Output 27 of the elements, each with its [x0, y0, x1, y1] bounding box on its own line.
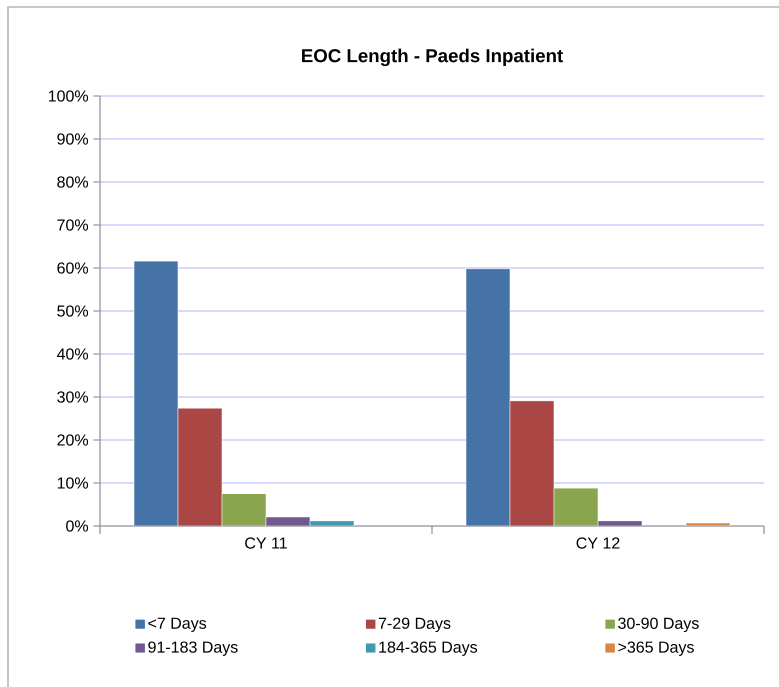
y-tick-label: 90% [57, 133, 88, 145]
y-tick-label: 80% [57, 176, 88, 188]
x-tick-label: CY 11 [245, 537, 287, 549]
legend-label: 30-90 Days [618, 618, 699, 632]
y-tick-label: 20% [57, 434, 88, 446]
bar [134, 260, 178, 526]
bar [510, 400, 554, 526]
bar [466, 268, 510, 526]
y-tick-label: 60% [57, 262, 88, 274]
x-tick-label: CY 12 [576, 537, 620, 549]
legend-label: <7 Days [148, 618, 206, 632]
legend-label: 7-29 Days [378, 618, 450, 632]
y-tick-label: 100% [48, 90, 88, 102]
legend-label: 184-365 Days [379, 641, 478, 656]
legend-label: >365 Days [618, 641, 694, 656]
chart-title: EOC Length - Paeds Inpatient [302, 48, 563, 66]
bar [686, 522, 730, 526]
y-tick-label: 70% [57, 219, 88, 231]
legend-label: 91-183 Days [148, 641, 238, 656]
bar [178, 408, 222, 526]
y-tick-label: 10% [58, 477, 88, 489]
bar [554, 488, 598, 526]
y-tick-label: 30% [57, 391, 88, 403]
y-tick-label: 50% [57, 305, 88, 317]
bar [222, 493, 266, 526]
y-tick-label: 0% [66, 520, 88, 532]
y-tick-label: 40% [56, 348, 88, 360]
